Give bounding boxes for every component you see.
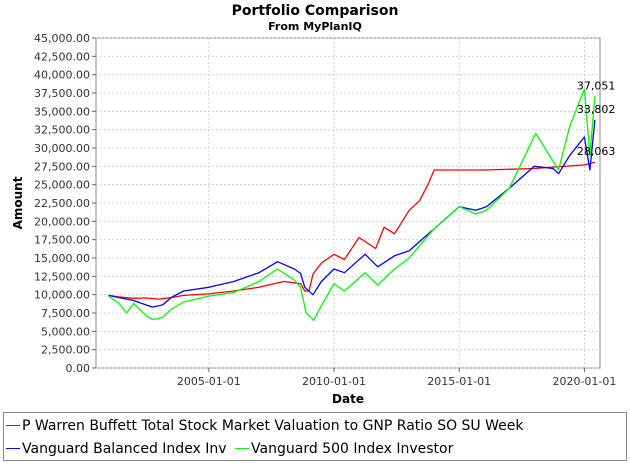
series-lines bbox=[108, 88, 596, 321]
y-tick-label: 12,500.00 bbox=[34, 270, 90, 283]
y-tick-label: 40,000.00 bbox=[34, 69, 90, 82]
legend: P Warren Buffett Total Stock Market Valu… bbox=[3, 412, 627, 461]
grid bbox=[96, 37, 600, 369]
y-tick-label: 45,000.00 bbox=[34, 32, 90, 45]
legend-item-buffett: P Warren Buffett Total Stock Market Valu… bbox=[6, 416, 523, 436]
end-value-labels: 28,063 33,802 37,051 bbox=[577, 79, 616, 158]
y-tick-label: 15,000.00 bbox=[34, 252, 90, 265]
end-label-balanced: 33,802 bbox=[577, 103, 616, 116]
y-tick-label: 35,000.00 bbox=[34, 105, 90, 118]
legend-label-balanced: Vanguard Balanced Index Inv bbox=[22, 441, 227, 457]
series-line-sp500 bbox=[108, 88, 596, 321]
chart-subtitle: From MyPlanIQ bbox=[268, 20, 362, 33]
x-tick-label: 2020-01-01 bbox=[552, 375, 616, 388]
y-tick-label: 7,500.00 bbox=[41, 307, 90, 320]
end-label-sp500: 37,051 bbox=[577, 79, 616, 92]
series-line-buffett bbox=[108, 161, 596, 300]
y-tick-label: 17,500.00 bbox=[34, 234, 90, 247]
legend-row-1: P Warren Buffett Total Stock Market Valu… bbox=[6, 416, 523, 436]
y-tick-label: 42,500.00 bbox=[34, 50, 90, 63]
x-tick-label: 2015-01-01 bbox=[427, 375, 491, 388]
chart-title: Portfolio Comparison bbox=[232, 3, 399, 19]
y-axis-ticks: 0.00 2,500.00 5,000.00 7,500.00 10,000.00 12,… bbox=[34, 32, 96, 375]
series-line-balanced bbox=[108, 120, 596, 308]
legend-row-2: Vanguard Balanced Index Inv Vanguard 500… bbox=[6, 439, 453, 459]
x-tick-label: 2010-01-01 bbox=[302, 375, 366, 388]
y-axis-title: Amount bbox=[11, 176, 25, 229]
legend-item-sp500: Vanguard 500 Index Investor bbox=[235, 439, 453, 459]
end-label-buffett: 28,063 bbox=[577, 145, 616, 158]
y-tick-label: 22,500.00 bbox=[34, 197, 90, 210]
legend-label-sp500: Vanguard 500 Index Investor bbox=[251, 441, 454, 457]
legend-item-balanced: Vanguard Balanced Index Inv bbox=[6, 439, 227, 459]
y-tick-label: 2,500.00 bbox=[41, 344, 90, 357]
legend-swatch-buffett bbox=[6, 424, 20, 426]
y-tick-label: 5,000.00 bbox=[41, 325, 90, 338]
legend-swatch-balanced bbox=[6, 447, 20, 449]
y-tick-label: 25,000.00 bbox=[34, 179, 90, 192]
y-tick-label: 0.00 bbox=[66, 362, 91, 375]
y-tick-label: 37,500.00 bbox=[34, 87, 90, 100]
y-tick-label: 27,500.00 bbox=[34, 160, 90, 173]
x-axis-ticks: 2005-01-01 2010-01-01 2015-01-01 2020-01-01 bbox=[177, 368, 616, 388]
y-tick-label: 20,000.00 bbox=[34, 215, 90, 228]
y-tick-label: 30,000.00 bbox=[34, 142, 90, 155]
x-axis-title: Date bbox=[332, 392, 364, 406]
y-tick-label: 10,000.00 bbox=[34, 289, 90, 302]
x-tick-label: 2005-01-01 bbox=[177, 375, 241, 388]
legend-swatch-sp500 bbox=[235, 447, 250, 449]
y-tick-label: 32,500.00 bbox=[34, 124, 90, 137]
legend-label-buffett: P Warren Buffett Total Stock Market Valu… bbox=[22, 418, 524, 434]
